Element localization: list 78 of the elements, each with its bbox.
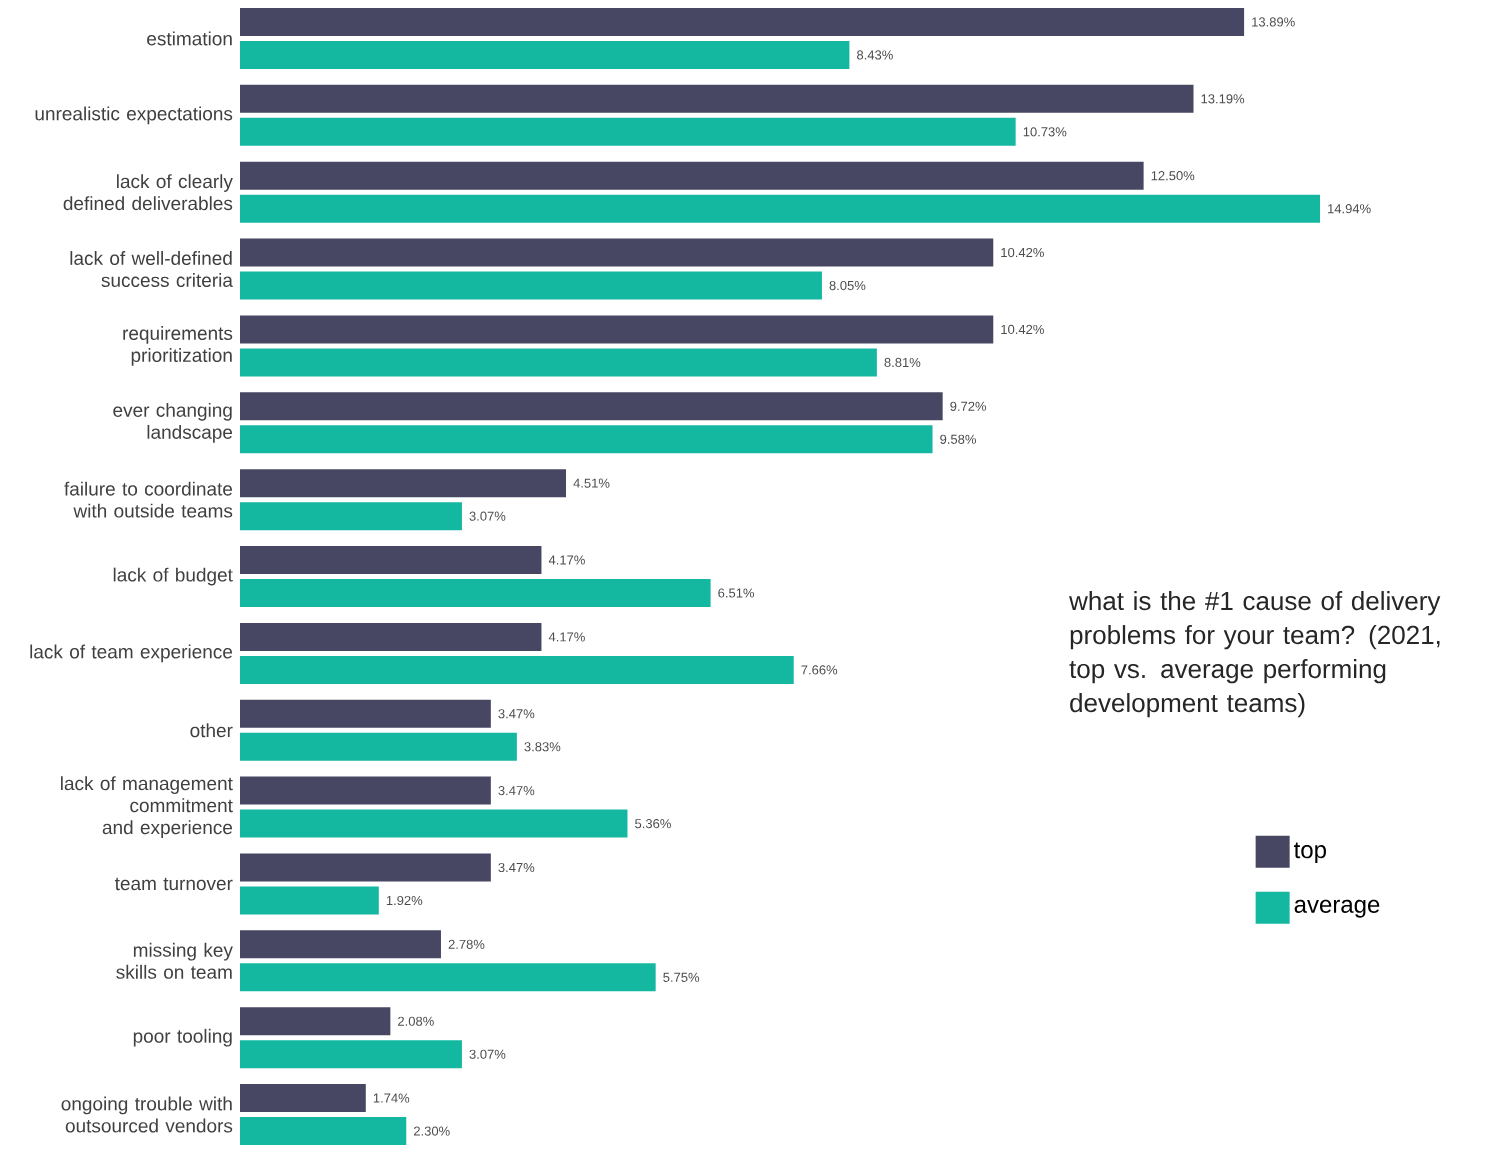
data-label: 8.05% [829, 280, 866, 291]
bar [240, 315, 994, 344]
data-label: 3.47% [498, 786, 535, 796]
bar [240, 271, 822, 300]
bar [240, 930, 441, 959]
bar [240, 238, 994, 267]
bar [240, 1007, 391, 1036]
data-label: 6.51% [718, 588, 755, 598]
bar [240, 1084, 366, 1113]
y-tick-label: lack of well-defined success criteria [70, 251, 233, 288]
y-tick-label: other [190, 723, 233, 738]
y-tick-label: requirements prioritization [123, 326, 233, 366]
bar [240, 853, 491, 882]
data-label: 3.07% [469, 511, 506, 521]
bar [240, 117, 1016, 146]
data-label: 7.66% [801, 665, 838, 675]
data-label: 4.51% [573, 478, 610, 488]
y-tick-label: lack of management commitment and experience [61, 776, 233, 838]
data-label: 1.74% [373, 1093, 410, 1103]
bar [240, 809, 628, 838]
data-label: 2.30% [413, 1126, 450, 1136]
bar [240, 7, 1245, 36]
data-label: 3.47% [498, 709, 535, 719]
data-label: 10.73% [1023, 127, 1067, 137]
bar [240, 161, 1144, 190]
data-label: 3.83% [524, 742, 561, 752]
data-label: 4.17% [548, 632, 585, 642]
bar [240, 502, 462, 531]
data-label: 8.81% [884, 357, 921, 368]
data-label: 10.42% [1001, 247, 1044, 258]
bar [240, 425, 933, 454]
y-tick-label: poor tooling [133, 1028, 232, 1047]
data-label: 13.89% [1252, 17, 1295, 27]
y-tick-label: estimation [147, 31, 232, 46]
bar [240, 776, 491, 805]
y-tick-label: team turnover [114, 877, 233, 891]
bar [240, 348, 877, 377]
data-label: 3.47% [498, 862, 535, 873]
bar [240, 392, 943, 421]
bar [240, 40, 850, 69]
data-label: 2.08% [398, 1016, 434, 1026]
data-label: 13.19% [1201, 94, 1245, 104]
data-label: 4.17% [548, 555, 585, 565]
bar [240, 546, 542, 575]
bar [240, 579, 711, 608]
y-tick-label: ever changing landscape [113, 402, 233, 443]
data-label: 14.94% [1328, 204, 1371, 214]
y-tick-label: failure to coordinate with outside teams [64, 481, 233, 518]
bar [240, 84, 1194, 113]
legend-label: top [1294, 842, 1326, 863]
data-label: 2.78% [448, 939, 485, 949]
data-label: 8.43% [857, 50, 893, 60]
data-label: 3.07% [469, 1049, 506, 1059]
bar [240, 469, 567, 498]
data-label: 5.75% [663, 972, 700, 982]
text: what is the #1 cause of delivery problems for your team? (2021, top vs. average performing development teams) [1069, 591, 1441, 718]
data-label: 9.72% [950, 401, 987, 411]
bar [240, 699, 491, 728]
y-tick-label: missing key skills on team [116, 942, 233, 979]
data-label: 12.50% [1151, 171, 1195, 181]
y-tick-label: lack of budget [113, 567, 233, 586]
bar [240, 622, 542, 651]
data-label: 9.58% [940, 434, 976, 444]
y-tick-label: unrealistic expectations [35, 106, 233, 125]
data-label: 5.36% [635, 819, 671, 829]
bar [240, 886, 379, 915]
bar [240, 194, 1321, 223]
bar [240, 963, 656, 992]
legend-label: average [1294, 899, 1380, 918]
data-label: 1.92% [386, 895, 423, 906]
bar [240, 1117, 407, 1146]
y-tick-label: lack of clearly defined deliverables [63, 174, 233, 211]
bar [240, 655, 794, 684]
y-tick-label: lack of team experience [30, 644, 233, 663]
y-tick-label: ongoing trouble with outsourced vendors [61, 1096, 233, 1133]
bar [240, 732, 517, 761]
bar [240, 1040, 462, 1069]
data-label: 10.42% [1001, 324, 1044, 335]
